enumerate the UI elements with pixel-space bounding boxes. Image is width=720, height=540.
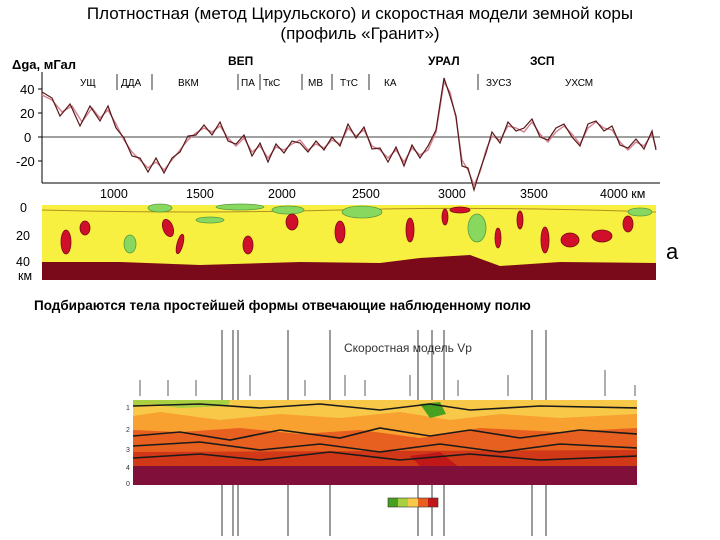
x-tick: 2500 xyxy=(352,187,380,201)
gravity-ylabel: Δga, мГал xyxy=(12,57,76,72)
y-tick-20: 20 xyxy=(20,106,34,121)
zone-label: ВКМ xyxy=(178,78,199,89)
x-tick: 3000 xyxy=(438,187,466,201)
svg-text:4: 4 xyxy=(126,465,130,472)
y-tick-0: 0 xyxy=(24,130,31,145)
x-tick: 1500 xyxy=(186,187,214,201)
svg-text:3: 3 xyxy=(126,447,130,454)
velocity-panel: Скоростная модель Vp xyxy=(126,330,638,536)
zone-label: УХСМ xyxy=(565,78,593,89)
page-title: Плотностная (метод Цирульского) и скорос… xyxy=(0,4,720,44)
svg-text:2: 2 xyxy=(126,427,130,434)
region-label: УРАЛ xyxy=(428,54,460,68)
green-bodies xyxy=(123,203,653,254)
panel-letter: a xyxy=(666,239,679,264)
svg-text:1: 1 xyxy=(126,405,130,412)
observed-curve xyxy=(41,77,657,193)
region-label: ЗСП xyxy=(530,54,555,68)
velocity-title: Скоростная модель Vp xyxy=(344,341,472,355)
caption: Подбираются тела простейшей формы отвеча… xyxy=(34,298,531,313)
zone-label: ЗУСЗ xyxy=(486,78,511,89)
depth-tick: 20 xyxy=(16,229,30,243)
zone-label: УЩ xyxy=(80,78,96,89)
depth-unit: км xyxy=(18,269,32,283)
depth-tick: 40 xyxy=(16,255,30,269)
zone-label: ДДА xyxy=(121,78,142,89)
zone-label: ТкС xyxy=(263,78,280,89)
zone-label: МВ xyxy=(308,78,323,89)
title-line-2: (профиль «Гранит») xyxy=(280,24,440,43)
svg-text:0: 0 xyxy=(126,481,130,488)
section-bottom xyxy=(133,466,637,485)
mantle-layer xyxy=(42,255,656,280)
x-tick: 4000 км xyxy=(600,187,645,201)
color-scale xyxy=(387,497,439,508)
x-tick: 2000 xyxy=(268,187,296,201)
depth-tick: 0 xyxy=(20,201,27,215)
x-tick: 3500 xyxy=(520,187,548,201)
gravity-panel: 40 20 0 -20 Δga, мГал ВЕП УРАЛ ЗСП УЩ ДД… xyxy=(12,54,660,201)
zone-label: КА xyxy=(384,78,397,89)
model-curve xyxy=(41,79,657,187)
title-line-1: Плотностная (метод Цирульского) и скорос… xyxy=(86,4,634,23)
x-tick: 1000 xyxy=(100,187,128,201)
zone-label: ТтС xyxy=(340,78,358,89)
zone-label: ПА xyxy=(241,78,255,89)
region-label: ВЕП xyxy=(228,54,253,68)
red-bodies xyxy=(60,206,634,255)
density-panel: 0 20 40 км a xyxy=(16,201,679,283)
y-tick-40: 40 xyxy=(20,82,34,97)
y-tick-neg20: -20 xyxy=(16,154,35,169)
